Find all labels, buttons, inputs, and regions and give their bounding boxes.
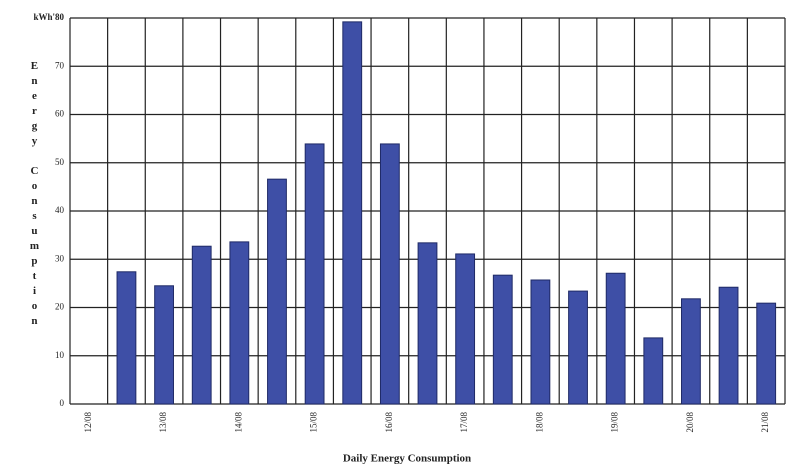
chart-title: Daily Energy Consumption (343, 453, 471, 465)
x-tick-label: 18/08 (534, 412, 544, 433)
bar (568, 290, 588, 405)
bar (530, 279, 551, 405)
bar (492, 274, 513, 405)
y-axis-label: Energy Consumption (28, 60, 40, 330)
x-tick-label: 17/08 (459, 412, 469, 433)
bar (417, 242, 438, 405)
y-tick-label: 0 (60, 398, 65, 408)
bar (455, 253, 476, 405)
bar (229, 241, 250, 405)
x-tick-label: 20/08 (685, 412, 695, 433)
x-tick-label: 12/08 (83, 412, 93, 433)
y-tick-label: 20 (55, 302, 65, 312)
bar (605, 272, 626, 405)
bar (756, 302, 777, 405)
bar (342, 21, 363, 405)
x-tick-label: 16/08 (384, 412, 394, 433)
x-tick-label: 19/08 (610, 412, 620, 433)
bar (154, 285, 174, 405)
y-tick-label: 60 (55, 109, 65, 119)
x-tick-label: 21/08 (760, 412, 770, 433)
bar (379, 143, 400, 405)
x-tick-label: 15/08 (309, 412, 319, 433)
x-tick-label: 14/08 (233, 412, 243, 433)
bar (304, 143, 325, 405)
bar (191, 245, 212, 405)
y-tick-label: 10 (55, 350, 65, 360)
bar (681, 298, 701, 405)
bar (718, 286, 739, 405)
y-tick-label: kWh'80 (33, 12, 64, 22)
bar (116, 271, 137, 405)
y-tick-label: 30 (55, 253, 65, 263)
bar (267, 178, 287, 405)
x-tick-label: 13/08 (158, 412, 168, 433)
y-tick-label: 70 (55, 60, 65, 70)
bar (643, 337, 664, 405)
y-tick-label: 50 (55, 157, 65, 167)
y-tick-label: 40 (55, 205, 65, 215)
